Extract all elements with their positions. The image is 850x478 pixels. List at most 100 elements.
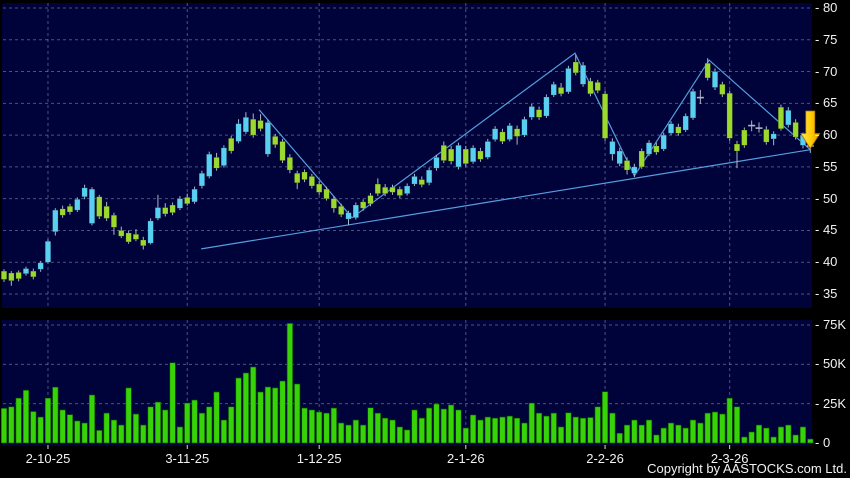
candle-body <box>213 157 220 169</box>
candle-body <box>440 145 447 161</box>
candle-body <box>572 61 579 74</box>
volume-bar <box>711 411 719 444</box>
candle-body <box>169 204 176 213</box>
volume-bar <box>308 409 315 444</box>
volume-bar <box>352 419 359 444</box>
volume-bar <box>807 438 814 444</box>
volume-bar <box>528 402 535 444</box>
candle-body <box>653 145 660 153</box>
copyright-text: Copyright by AASTOCKS.com Ltd. <box>647 461 847 476</box>
date-axis-label: 2-2-26 <box>586 451 624 466</box>
volume-bar <box>374 412 381 444</box>
candle-body <box>521 118 528 136</box>
volume-bar <box>616 432 623 444</box>
candle-body <box>206 153 213 177</box>
candle-body <box>411 176 418 185</box>
volume-axis-label: - 75K <box>815 317 847 332</box>
volume-bar <box>279 380 286 444</box>
candle-body <box>66 206 73 213</box>
candle-body <box>22 268 29 274</box>
candle-body <box>44 241 51 263</box>
volume-bar <box>580 417 587 444</box>
volume-bar <box>455 409 462 444</box>
price-axis-label: - 75 <box>815 31 838 47</box>
volume-bar <box>631 419 638 444</box>
candle-body <box>470 147 477 163</box>
volume-bar <box>587 417 594 444</box>
candle-body <box>330 198 337 209</box>
volume-bar <box>653 434 660 444</box>
date-axis-label: 2-3-26 <box>710 451 749 466</box>
candle-body <box>176 198 183 209</box>
candle-body <box>30 270 37 278</box>
volume-bar <box>88 394 96 444</box>
volume-bar <box>704 412 711 444</box>
candle-body <box>352 204 359 218</box>
volume-bar <box>264 386 271 444</box>
candle-body <box>602 93 609 139</box>
volume-bar <box>426 407 433 444</box>
candle-body <box>323 188 330 199</box>
candle-body <box>741 129 748 146</box>
volume-bar <box>726 397 733 444</box>
candle-body <box>609 141 616 155</box>
candle-body <box>792 122 799 138</box>
volume-bar <box>338 422 345 444</box>
volume-bar <box>623 424 631 444</box>
price-axis-label: - 80 <box>815 0 838 15</box>
candle-body <box>777 106 784 130</box>
candle-body <box>624 160 631 171</box>
candle-body <box>646 142 653 155</box>
trendline-support <box>201 149 811 250</box>
candle-body <box>1 270 7 280</box>
candle-body <box>594 82 601 91</box>
candle-body <box>198 172 205 187</box>
volume-bar <box>521 422 528 444</box>
volume-bar <box>169 362 176 444</box>
candle-body <box>389 186 396 193</box>
volume-bar <box>448 404 455 444</box>
candle-body <box>374 183 381 194</box>
volume-bar <box>103 412 110 444</box>
volume-bar <box>235 377 242 444</box>
volume-bar <box>52 386 59 444</box>
volume-bar <box>176 426 183 444</box>
down-arrow-marker <box>800 110 821 150</box>
volume-bar <box>609 412 616 444</box>
volume-bar <box>755 424 763 444</box>
candle-body <box>59 208 66 216</box>
price-axis-label: - 40 <box>815 254 838 270</box>
candle-body <box>462 148 469 164</box>
volume-axis-label: - 50K <box>815 356 847 372</box>
volume-bar <box>198 412 205 444</box>
candle-body <box>616 150 623 164</box>
volume-bar <box>777 426 785 444</box>
candle-body <box>785 110 792 126</box>
volume-bar <box>360 424 367 444</box>
price-axis-label: - 35 <box>815 286 838 301</box>
candle-body <box>550 84 557 96</box>
volume-bar <box>536 412 543 444</box>
candle-body <box>345 212 352 220</box>
volume-bar <box>330 407 337 444</box>
volume-bar <box>572 416 579 444</box>
candle-body <box>682 115 689 131</box>
price-axis-label: - 70 <box>815 63 838 79</box>
volume-bar <box>770 436 777 444</box>
volume-bar <box>645 419 653 444</box>
candle-body <box>37 262 44 270</box>
candle-body <box>404 185 411 194</box>
candle-body <box>382 186 389 194</box>
volume-bar <box>228 406 235 444</box>
volume-bar <box>462 427 469 444</box>
candle-body <box>140 239 147 246</box>
candle-body <box>580 64 587 85</box>
volume-bar <box>492 417 499 444</box>
candle-body <box>668 123 675 134</box>
volume-bar <box>741 436 748 444</box>
price-axis-label: - 65 <box>815 95 838 111</box>
volume-bar <box>565 412 572 444</box>
volume-bar <box>602 391 609 444</box>
candle-body <box>448 148 455 162</box>
candle-body <box>455 145 462 168</box>
